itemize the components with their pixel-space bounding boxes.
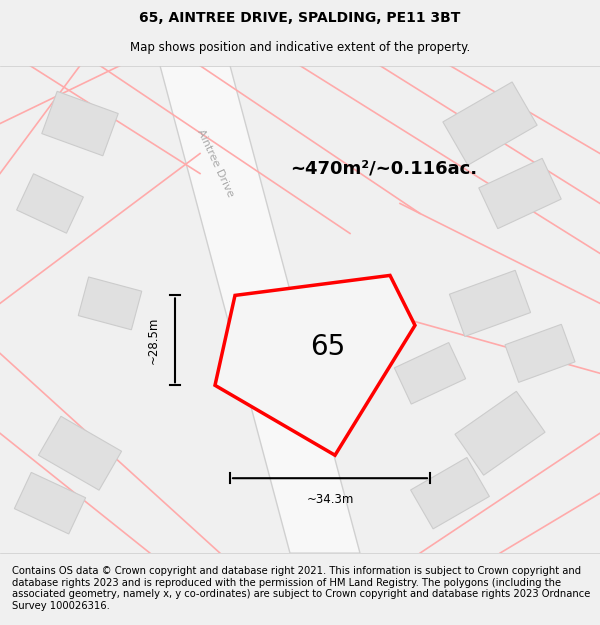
Polygon shape [42,91,118,156]
Text: Map shows position and indicative extent of the property.: Map shows position and indicative extent… [130,41,470,54]
Text: 65, AINTREE DRIVE, SPALDING, PE11 3BT: 65, AINTREE DRIVE, SPALDING, PE11 3BT [139,11,461,26]
Polygon shape [14,472,86,534]
Polygon shape [160,66,360,553]
Polygon shape [394,342,466,404]
Polygon shape [505,324,575,382]
Text: Contains OS data © Crown copyright and database right 2021. This information is : Contains OS data © Crown copyright and d… [12,566,590,611]
Text: Aintree Drive: Aintree Drive [195,128,235,199]
Polygon shape [410,458,490,529]
Text: Aintree Drive: Aintree Drive [260,328,300,399]
Polygon shape [449,270,530,336]
Text: ~34.3m: ~34.3m [307,493,353,506]
Polygon shape [479,158,561,229]
Text: ~28.5m: ~28.5m [147,317,160,364]
Polygon shape [17,174,83,233]
Polygon shape [455,391,545,475]
Text: 65: 65 [310,333,346,361]
Polygon shape [443,82,537,165]
Polygon shape [78,277,142,330]
Text: ~470m²/~0.116ac.: ~470m²/~0.116ac. [290,159,477,177]
Polygon shape [38,416,122,490]
Polygon shape [215,276,415,455]
